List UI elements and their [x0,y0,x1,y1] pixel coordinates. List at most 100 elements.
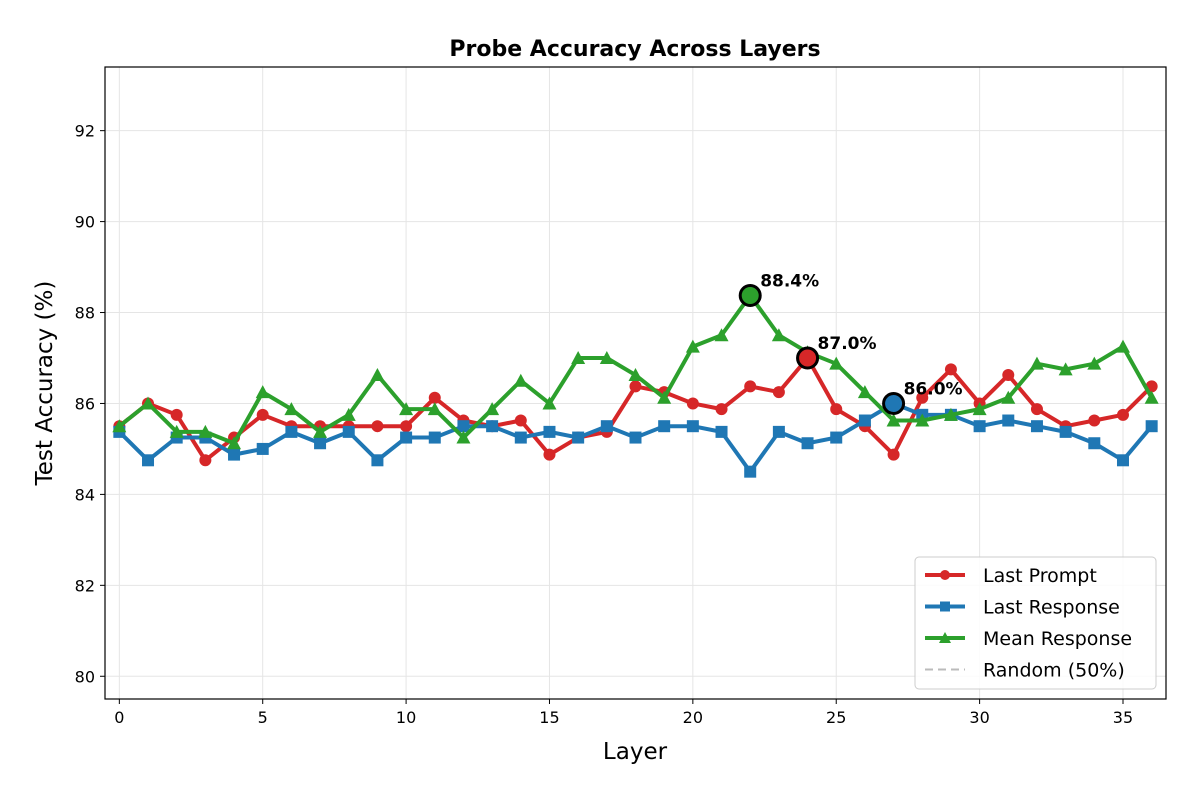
square-marker [371,454,384,467]
x-tick-label: 15 [539,708,559,727]
triangle-marker [169,424,184,438]
square-marker [543,425,556,438]
plot-frame [104,66,1167,700]
best-value-label: 87.0% [818,334,877,354]
y-axis-label: Test Accuracy (%) [32,281,58,487]
square-marker [600,420,613,433]
triangle-marker [771,328,786,342]
x-axis-label: Layer [603,739,668,765]
triangle-marker [198,424,213,438]
square-marker [629,431,642,444]
triangle-marker [657,390,672,404]
legend-item: Random (50%) [925,660,1125,682]
circle-marker [428,391,441,404]
triangle-marker [141,396,156,410]
triangle-marker [571,350,586,364]
circle-marker [830,403,843,416]
x-tick-label: 0 [114,708,124,727]
circle-marker [916,391,929,404]
circle-marker [686,397,699,410]
x-tick-label: 30 [969,708,989,727]
square-marker [830,431,843,444]
circle-marker [1030,403,1043,416]
circle-marker [887,448,900,461]
triangle-marker [227,436,242,450]
triangle-marker [513,373,528,387]
best-layer-marker [882,391,906,415]
circle-marker [629,380,642,393]
series-mean-response [112,288,1159,450]
y-tick-label: 84 [75,485,95,504]
circle-marker [944,363,957,376]
triangle-marker [1058,362,1073,376]
triangle-marker [313,424,328,438]
triangle-marker [284,402,299,416]
triangle-marker [255,385,270,399]
triangle-marker [829,356,844,370]
x-tick-label: 35 [1113,708,1133,727]
triangle-marker [1144,390,1159,404]
triangle-marker [485,402,500,416]
triangle-marker [886,413,901,427]
y-tick-label: 88 [75,304,95,323]
square-marker [1059,425,1072,438]
legend-box [914,556,1157,690]
triangle-marker [341,407,356,421]
circle-marker [400,420,413,433]
square-marker [973,420,986,433]
square-marker [314,437,327,450]
circle-marker [543,448,556,461]
best-value-label: 86.0% [904,379,963,399]
y-tick-label: 82 [75,576,95,595]
y-tick-label: 80 [75,667,95,686]
triangle-marker [456,430,471,444]
circle-marker [715,403,728,416]
triangle-marker [939,632,951,643]
triangle-marker [1029,356,1044,370]
square-marker [772,425,785,438]
square-marker [1145,420,1158,433]
triangle-marker [685,339,700,353]
y-ticks: 80 82 84 86 88 90 92 [75,122,105,686]
legend-item: Last Response [925,597,1120,619]
square-marker [1088,437,1101,450]
circle-marker [1002,369,1015,382]
square-marker [572,431,585,444]
x-tick-label: 25 [826,708,846,727]
square-marker [428,431,441,444]
triangle-marker [542,396,557,410]
square-marker [342,425,355,438]
triangle-marker [714,328,729,342]
x-ticks: 0 5 10 15 20 25 30 35 [114,699,1133,727]
triangle-marker [112,419,127,433]
circle-marker [940,570,950,580]
square-marker [1116,454,1129,467]
triangle-marker [399,402,414,416]
square-marker [940,601,950,612]
square-marker [801,437,814,450]
triangle-marker [857,385,872,399]
chart-title: Probe Accuracy Across Layers [449,37,820,62]
circle-marker [772,386,785,399]
legend-item: Mean Response [925,628,1132,650]
best-layer-marker [738,283,762,307]
legend-item: Last Prompt [925,565,1097,587]
square-marker [744,465,757,478]
y-tick-label: 86 [75,394,95,413]
triangle-marker [1001,390,1016,404]
square-marker [1030,420,1043,433]
square-marker [400,431,413,444]
square-marker [142,454,155,467]
square-marker [686,420,699,433]
triangle-marker [915,413,930,427]
x-tick-label: 10 [396,708,416,727]
circle-marker [256,408,269,421]
legend-label: Last Response [983,597,1120,619]
legend: Last Prompt Last Response Mean Response Ran… [914,556,1157,690]
x-tick-label: 20 [683,708,703,727]
circle-marker [1116,408,1129,421]
triangle-marker [1087,356,1102,370]
circle-marker [170,408,183,421]
square-marker [256,442,269,455]
